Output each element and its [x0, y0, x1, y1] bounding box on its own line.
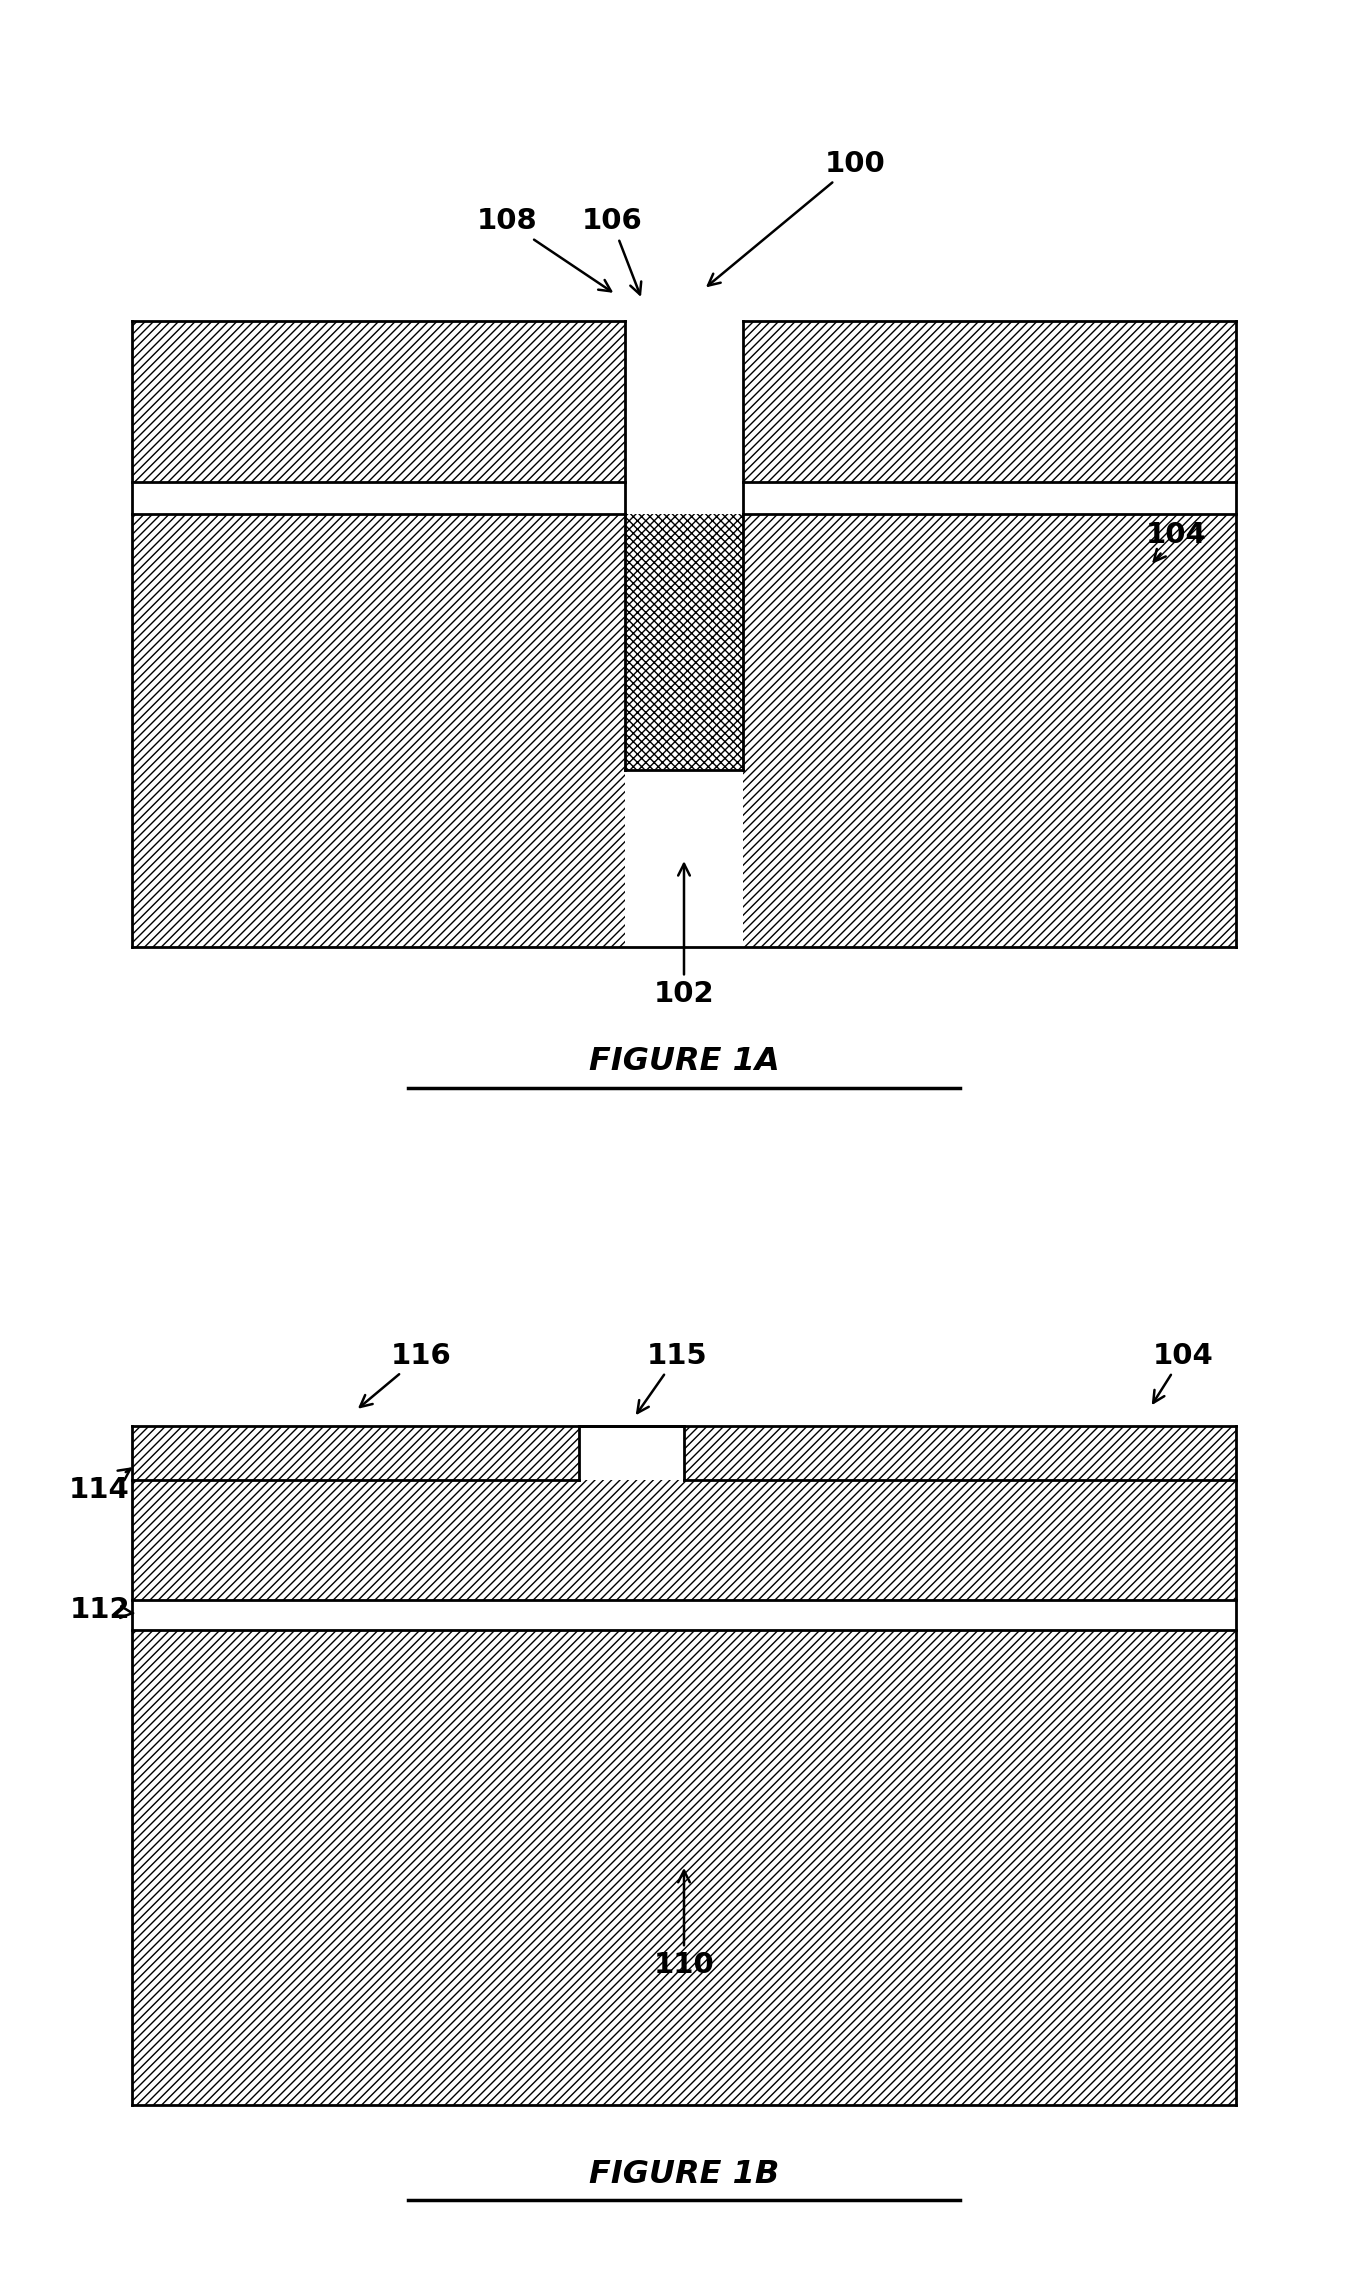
Text: 110: 110	[654, 1870, 714, 1979]
Bar	[133, 320, 625, 947]
Text: 102: 102	[654, 865, 714, 1008]
Text: 114: 114	[70, 1469, 130, 1505]
Bar	[133, 320, 625, 947]
Bar	[133, 481, 625, 513]
Bar	[743, 320, 1235, 947]
Text: 106: 106	[581, 207, 642, 295]
Bar	[743, 481, 1235, 513]
Bar	[743, 481, 1235, 513]
Text: FIGURE 1B: FIGURE 1B	[588, 2159, 780, 2191]
Bar	[743, 320, 1235, 947]
Text: 104: 104	[1153, 1342, 1213, 1403]
Text: 108: 108	[476, 207, 611, 291]
Bar	[625, 513, 743, 770]
Bar	[133, 1630, 1235, 2104]
Text: 116: 116	[360, 1342, 451, 1407]
Text: 100: 100	[709, 150, 885, 286]
Bar	[133, 1480, 1235, 1600]
Bar	[133, 1600, 1235, 1630]
Text: 112: 112	[70, 1596, 133, 1625]
Text: 104: 104	[1146, 520, 1207, 561]
Text: 115: 115	[637, 1342, 707, 1412]
Bar	[133, 481, 625, 513]
Bar	[684, 1426, 1235, 1480]
Bar	[625, 320, 743, 513]
Bar	[133, 1426, 579, 1480]
Bar	[625, 513, 743, 770]
Bar	[133, 1630, 1235, 2104]
Bar	[133, 1480, 1235, 1600]
Bar	[133, 1426, 579, 1480]
Text: FIGURE 1A: FIGURE 1A	[588, 1046, 780, 1078]
Bar	[684, 1426, 1235, 1480]
Bar	[133, 1600, 1235, 1630]
